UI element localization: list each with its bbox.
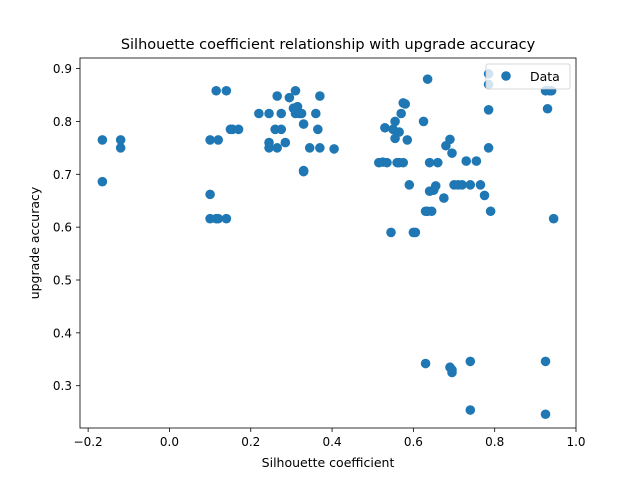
data-point <box>205 189 215 200</box>
data-point <box>542 103 553 114</box>
data-point <box>540 409 551 420</box>
y-tick-label: 0.4 <box>53 326 72 340</box>
data-point <box>311 108 321 119</box>
data-point <box>313 124 323 135</box>
data-point <box>447 148 457 158</box>
data-point <box>254 108 264 119</box>
data-point <box>426 206 437 217</box>
data-point <box>280 137 291 148</box>
axes-frame <box>79 57 577 429</box>
data-point <box>424 157 435 168</box>
data-point <box>115 143 126 153</box>
data-point <box>296 108 307 119</box>
data-point <box>461 156 472 166</box>
x-tick-label: 0.0 <box>160 435 179 449</box>
data-point <box>221 213 232 224</box>
data-point <box>304 143 315 153</box>
data-point <box>115 135 126 145</box>
data-point <box>298 166 309 177</box>
data-point <box>221 85 232 96</box>
legend-label: Data <box>530 69 560 84</box>
data-point <box>465 356 476 367</box>
data-point <box>439 193 449 203</box>
y-tick-label: 0.8 <box>53 115 72 129</box>
data-point <box>394 127 404 137</box>
data-point <box>390 116 400 127</box>
data-point <box>233 124 244 135</box>
data-point <box>276 108 287 119</box>
data-point <box>382 157 392 168</box>
y-tick-label: 0.5 <box>53 274 72 288</box>
x-tick-label: 1.0 <box>566 435 585 449</box>
y-tick-label: 0.3 <box>53 379 72 393</box>
data-point <box>400 99 411 109</box>
data-point <box>447 367 457 378</box>
data-point <box>430 181 441 191</box>
data-point <box>402 135 413 145</box>
data-point <box>380 122 390 133</box>
data-point <box>483 105 494 115</box>
data-point <box>264 108 274 119</box>
data-point <box>315 91 325 101</box>
data-point <box>404 180 415 190</box>
data-point <box>264 143 274 153</box>
data-point <box>272 143 282 153</box>
data-point <box>410 227 421 238</box>
x-tick-label: −0.2 <box>74 435 103 449</box>
y-tick-label: 0.9 <box>53 62 72 76</box>
data-point <box>432 157 443 168</box>
y-axis-label: upgrade accuracy <box>27 186 42 299</box>
data-point <box>465 180 476 190</box>
data-point <box>396 108 406 119</box>
data-point <box>398 157 409 168</box>
data-point <box>548 213 559 224</box>
legend: Data <box>485 63 571 90</box>
data-point <box>290 85 301 96</box>
data-point <box>97 135 108 145</box>
x-tick-label: 0.4 <box>323 435 342 449</box>
data-point <box>420 358 431 369</box>
data-point <box>485 206 496 217</box>
y-axis-ticks: 0.3 0.4 0.5 0.6 0.7 0.8 0.9 <box>53 62 80 393</box>
data-point <box>445 134 455 145</box>
y-tick-label: 0.7 <box>53 168 72 182</box>
x-tick-label: 0.2 <box>241 435 260 449</box>
data-point <box>540 356 551 367</box>
data-point <box>298 119 309 129</box>
data-point <box>479 190 490 201</box>
data-point <box>422 74 433 84</box>
data-point <box>97 176 108 187</box>
data-point <box>205 135 215 145</box>
data-point <box>213 213 224 224</box>
data-point <box>276 124 287 135</box>
chart-title: Silhouette coefficient relationship with… <box>121 37 536 53</box>
x-tick-label: 0.6 <box>404 435 423 449</box>
data-point <box>483 143 494 153</box>
y-tick-label: 0.6 <box>53 221 72 235</box>
data-point <box>329 144 339 154</box>
data-point <box>315 143 325 153</box>
data-point <box>213 135 224 145</box>
data-point <box>211 85 221 96</box>
data-point <box>471 156 482 166</box>
data-point <box>386 227 396 238</box>
data-point <box>418 116 429 127</box>
data-point <box>272 91 282 101</box>
scatter-points <box>97 69 559 420</box>
data-point <box>475 180 486 190</box>
data-point <box>284 92 295 103</box>
data-point <box>457 180 467 190</box>
legend-box <box>485 63 571 90</box>
x-axis-label: Silhouette coefficient <box>262 455 395 470</box>
data-point <box>465 405 476 415</box>
legend-marker <box>501 71 511 81</box>
x-axis-ticks: −0.2 0.0 0.2 0.4 0.6 0.8 1.0 <box>74 428 586 449</box>
x-tick-label: 0.8 <box>485 435 504 449</box>
